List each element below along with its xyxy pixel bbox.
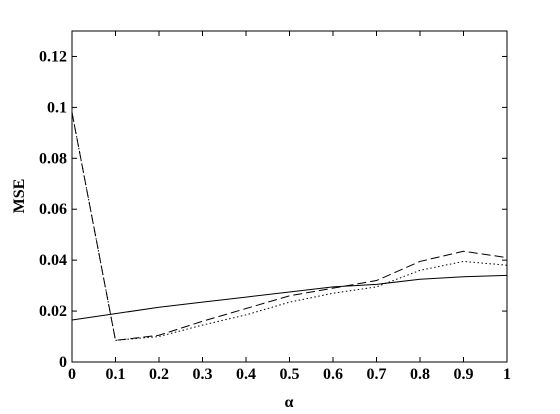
plot-frame bbox=[71, 30, 508, 363]
y-tick-label: 0.1 bbox=[47, 99, 67, 116]
y-tick-label: 0.04 bbox=[39, 252, 67, 269]
line-series bbox=[71, 112, 508, 341]
x-tick-label: 0.9 bbox=[454, 366, 474, 383]
x-tick-label: 0.2 bbox=[149, 366, 169, 383]
y-axis-label: MSE bbox=[11, 179, 28, 214]
y-tick-label: 0 bbox=[59, 354, 67, 371]
x-axis-label: α bbox=[285, 394, 294, 411]
y-tick-label: 0.06 bbox=[39, 201, 67, 218]
x-tick-label: 0 bbox=[68, 366, 76, 383]
y-tick-label: 0.08 bbox=[39, 150, 67, 167]
x-tick-label: 0.7 bbox=[367, 366, 387, 383]
x-tick-label: 0.5 bbox=[280, 366, 300, 383]
x-tick-label: 0.8 bbox=[410, 366, 430, 383]
x-tick-label: 0.6 bbox=[323, 366, 343, 383]
x-tick-label: 0.3 bbox=[193, 366, 213, 383]
line-series bbox=[71, 274, 508, 321]
y-tick-label: 0.12 bbox=[39, 48, 67, 65]
x-tick-label: 0.1 bbox=[106, 366, 126, 383]
x-tick-label: 0.4 bbox=[236, 366, 256, 383]
y-tick-label: 0.02 bbox=[39, 303, 67, 320]
line-series bbox=[71, 112, 508, 341]
x-tick-label: 1 bbox=[503, 366, 511, 383]
